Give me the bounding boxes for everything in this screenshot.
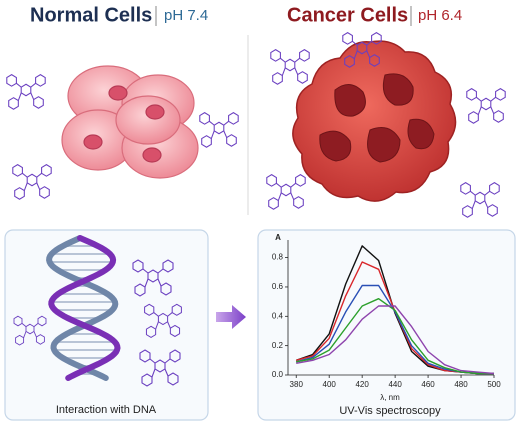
cancer-title: Cancer Cells (287, 4, 408, 26)
x-tick-label: 500 (487, 380, 501, 389)
nucleus (83, 134, 103, 150)
chart-panel (257, 229, 516, 421)
x-tick-label: 380 (290, 380, 304, 389)
cell (115, 95, 181, 145)
normal-title: Normal Cells (30, 4, 152, 26)
y-tick-label: 0.8 (272, 253, 284, 262)
x-tick-label: 400 (323, 380, 337, 389)
normal-ph: pH 7.4 (164, 7, 208, 24)
cancer-cell (292, 40, 457, 202)
y-tick-label: 0.4 (272, 311, 284, 320)
molecule (266, 174, 306, 210)
nucleus (142, 147, 162, 163)
molecule (460, 182, 500, 218)
spectrum-line (296, 305, 495, 375)
nucleus (108, 85, 128, 101)
strand (48, 235, 121, 381)
dna-helix (46, 235, 121, 381)
dna-caption: Interaction with DNA (56, 404, 157, 416)
molecule (466, 88, 506, 124)
arrow (216, 305, 246, 329)
normal-header: Normal Cells pH 7.4 (30, 4, 208, 26)
spectrum-line (296, 298, 494, 375)
x-tick-label: 440 (388, 380, 402, 389)
chart: A λ, nm UV-Vis spectroscopy 0.0 0.2 0.4 0.6… (272, 233, 501, 417)
strand (46, 235, 119, 381)
y-axis-label: A (275, 233, 281, 242)
cancer-header: Cancer Cells pH 6.4 (287, 4, 462, 26)
x-axis-label: λ, nm (380, 393, 400, 402)
dna-panel (4, 229, 209, 421)
molecule (199, 112, 239, 148)
y-tick-label: 0.2 (272, 341, 284, 350)
chart-title: UV-Vis spectroscopy (339, 405, 441, 417)
molecule (6, 74, 46, 110)
x-tick-label: 420 (355, 380, 369, 389)
nucleus (145, 104, 165, 120)
molecule (270, 49, 310, 85)
normal-cells (61, 65, 199, 179)
y-tick-label: 0.6 (272, 282, 284, 291)
cancer-ph: pH 6.4 (418, 7, 462, 24)
molecule (12, 164, 52, 200)
y-tick-label: 0.0 (272, 370, 284, 379)
x-tick-label: 460 (421, 380, 435, 389)
x-tick-label: 480 (454, 380, 468, 389)
